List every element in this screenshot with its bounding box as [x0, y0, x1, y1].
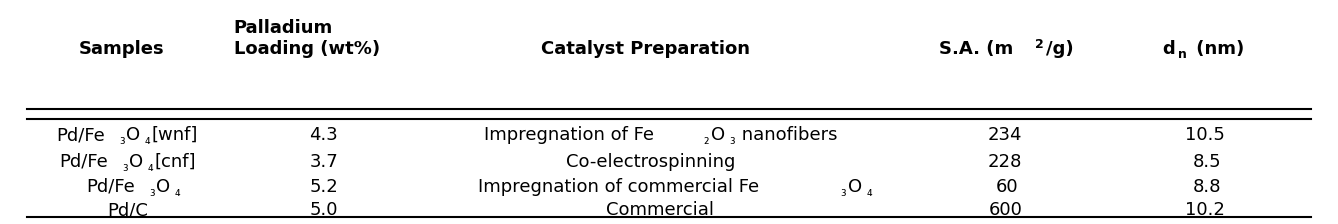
Text: ₃: ₃: [729, 133, 735, 147]
Text: Catalyst Preparation: Catalyst Preparation: [541, 40, 749, 58]
Text: nanofibers: nanofibers: [736, 126, 838, 144]
Text: [wnf]: [wnf]: [151, 126, 198, 144]
Text: Pd/Fe: Pd/Fe: [86, 177, 135, 196]
Text: Pd/Fe: Pd/Fe: [56, 126, 104, 144]
Text: 60: 60: [995, 177, 1018, 196]
Text: Samples: Samples: [79, 40, 165, 58]
Text: /g): /g): [1046, 40, 1073, 58]
Text: 8.8: 8.8: [1192, 177, 1222, 196]
Text: ₃: ₃: [119, 133, 124, 147]
Text: O: O: [157, 177, 170, 196]
Text: 5.0: 5.0: [309, 201, 339, 219]
Text: ₃: ₃: [840, 185, 847, 199]
Text: 4.3: 4.3: [309, 126, 339, 144]
Text: O: O: [848, 177, 862, 196]
Text: d: d: [1161, 40, 1175, 58]
Text: ₄: ₄: [145, 133, 150, 147]
Text: ₃: ₃: [149, 185, 154, 199]
Text: ₂: ₂: [704, 133, 709, 147]
Text: n: n: [1179, 48, 1187, 61]
Text: O: O: [126, 126, 140, 144]
Text: Impregnation of commercial Fe: Impregnation of commercial Fe: [478, 177, 759, 196]
Text: 600: 600: [989, 201, 1022, 219]
Text: [cnf]: [cnf]: [155, 153, 197, 171]
Text: S.A. (m: S.A. (m: [939, 40, 1013, 58]
Text: ₃: ₃: [122, 160, 127, 174]
Text: 10.5: 10.5: [1185, 126, 1226, 144]
Text: 10.2: 10.2: [1185, 201, 1226, 219]
Text: Commercial: Commercial: [606, 201, 714, 219]
Text: Impregnation of Fe: Impregnation of Fe: [484, 126, 654, 144]
Text: ₄: ₄: [174, 185, 181, 199]
Text: 5.2: 5.2: [309, 177, 339, 196]
Text: ₄: ₄: [147, 160, 154, 174]
Text: Pd/Fe: Pd/Fe: [59, 153, 108, 171]
Text: 234: 234: [987, 126, 1022, 144]
Text: Palladium
Loading (wt%): Palladium Loading (wt%): [234, 19, 380, 58]
Text: 228: 228: [987, 153, 1022, 171]
Text: 8.5: 8.5: [1192, 153, 1222, 171]
Text: O: O: [130, 153, 143, 171]
Text: 2: 2: [1034, 38, 1044, 51]
Text: O: O: [710, 126, 725, 144]
Text: Co-electrospinning: Co-electrospinning: [566, 153, 736, 171]
Text: Pd/C: Pd/C: [107, 201, 149, 219]
Text: (nm): (nm): [1189, 40, 1244, 58]
Text: ₄: ₄: [866, 185, 872, 199]
Text: 3.7: 3.7: [309, 153, 339, 171]
